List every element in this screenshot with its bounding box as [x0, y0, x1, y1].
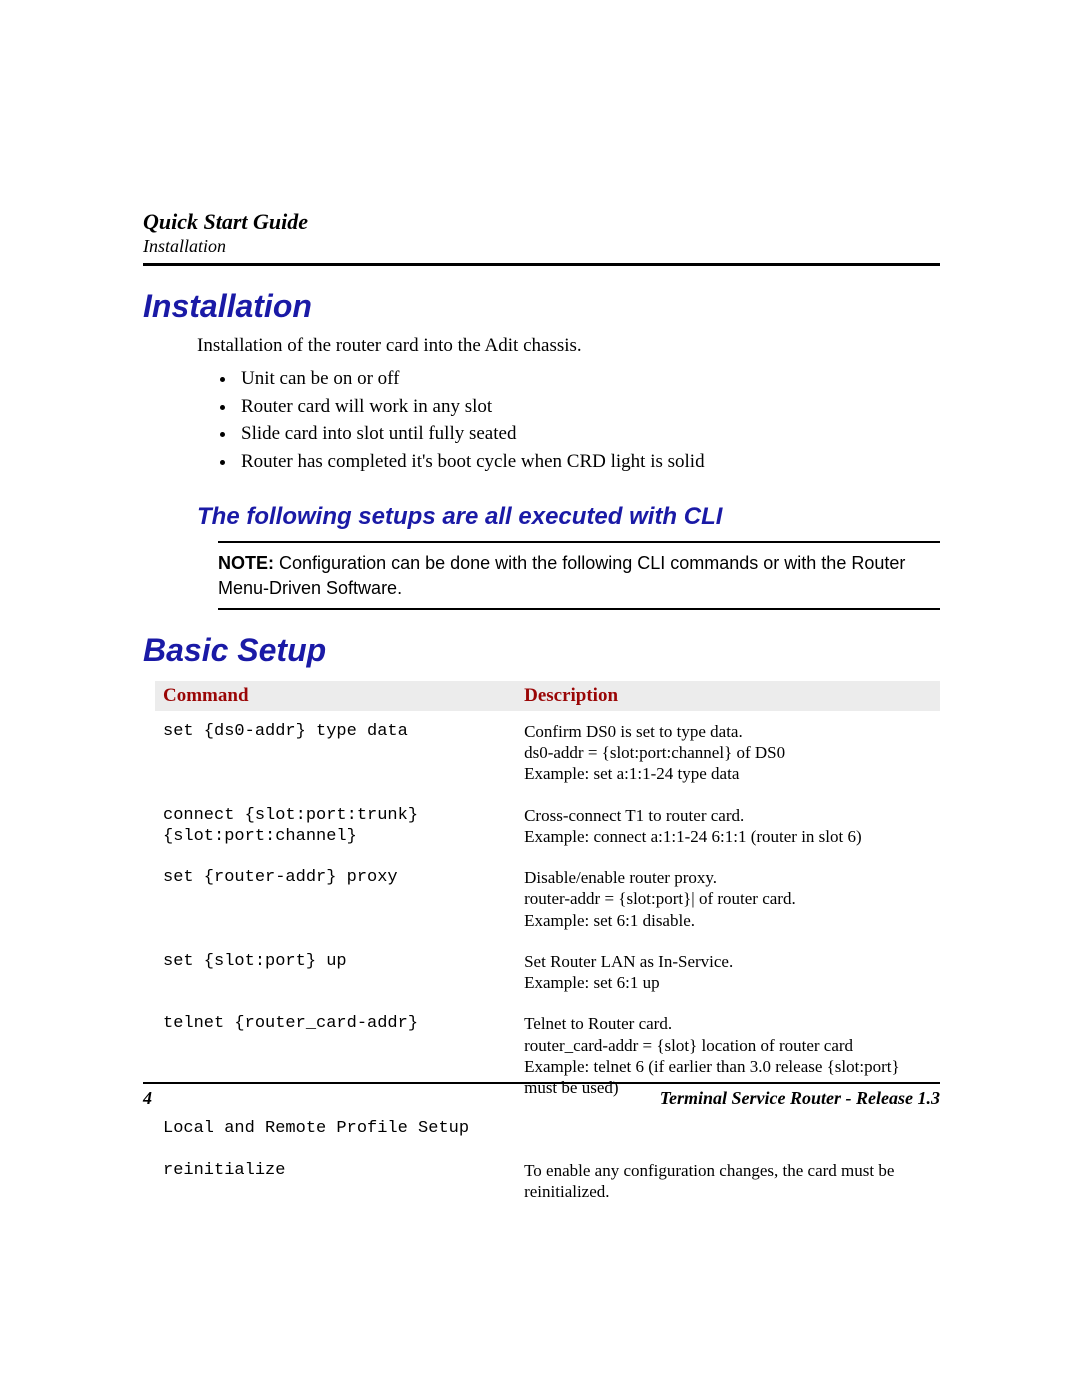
note-text: Configuration can be done with the follo…	[218, 553, 905, 597]
bullet-item: Slide card into slot until fully seated	[237, 420, 940, 448]
table-row: set {slot:port} up Set Router LAN as In-…	[155, 941, 940, 1004]
document-page: Quick Start Guide Installation Installat…	[0, 0, 1080, 1397]
col-description: Description	[516, 681, 940, 711]
header-section: Installation	[143, 236, 940, 257]
installation-heading: Installation	[143, 288, 940, 325]
bullet-item: Router card will work in any slot	[237, 393, 940, 421]
table-row: Local and Remote Profile Setup	[155, 1108, 940, 1149]
header-rule	[143, 263, 940, 266]
page-number: 4	[143, 1088, 152, 1109]
cell-command: reinitialize	[155, 1150, 516, 1213]
basic-setup-heading: Basic Setup	[143, 632, 940, 669]
note-label: NOTE:	[218, 553, 274, 573]
cell-command: Local and Remote Profile Setup	[155, 1108, 516, 1149]
col-command: Command	[155, 681, 516, 711]
command-table-wrap: Command Description set {ds0-addr} type …	[155, 681, 940, 1212]
installation-intro: Installation of the router card into the…	[197, 335, 940, 357]
cell-command: set {slot:port} up	[155, 941, 516, 1004]
bullet-item: Router has completed it's boot cycle whe…	[237, 448, 940, 476]
table-row: set {ds0-addr} type data Confirm DS0 is …	[155, 711, 940, 795]
note-block: NOTE: Configuration can be done with the…	[218, 551, 918, 600]
cli-subheading: The following setups are all executed wi…	[197, 503, 940, 531]
cell-command: set {ds0-addr} type data	[155, 711, 516, 795]
header-title: Quick Start Guide	[143, 210, 940, 234]
cell-description: Set Router LAN as In-Service.Example: se…	[516, 941, 940, 1004]
footer-line: 4 Terminal Service Router - Release 1.3	[143, 1082, 940, 1109]
cell-command: connect {slot:port:trunk}{slot:port:chan…	[155, 795, 516, 858]
cell-description: Disable/enable router proxy.router-addr …	[516, 857, 940, 941]
table-body: set {ds0-addr} type data Confirm DS0 is …	[155, 711, 940, 1212]
table-row: set {router-addr} proxy Disable/enable r…	[155, 857, 940, 941]
page-header: Quick Start Guide Installation	[143, 210, 940, 266]
command-table: Command Description set {ds0-addr} type …	[155, 681, 940, 1212]
table-row: reinitialize To enable any configuration…	[155, 1150, 940, 1213]
cell-command: set {router-addr} proxy	[155, 857, 516, 941]
cell-description: To enable any configuration changes, the…	[516, 1150, 940, 1213]
cell-description: Confirm DS0 is set to type data.ds0-addr…	[516, 711, 940, 795]
note-block-wrap-bottom	[218, 608, 940, 610]
installation-bullet-list: Unit can be on or off Router card will w…	[197, 365, 940, 475]
cell-description	[516, 1108, 940, 1149]
table-row: connect {slot:port:trunk}{slot:port:chan…	[155, 795, 940, 858]
note-block-wrap	[218, 541, 940, 543]
note-rule-top	[218, 541, 940, 543]
cell-description: Cross-connect T1 to router card.Example:…	[516, 795, 940, 858]
footer-doc-title: Terminal Service Router - Release 1.3	[660, 1088, 940, 1109]
page-footer: 4 Terminal Service Router - Release 1.3	[143, 1082, 940, 1109]
table-header-row: Command Description	[155, 681, 940, 711]
note-rule-bottom	[218, 608, 940, 610]
bullet-item: Unit can be on or off	[237, 365, 940, 393]
